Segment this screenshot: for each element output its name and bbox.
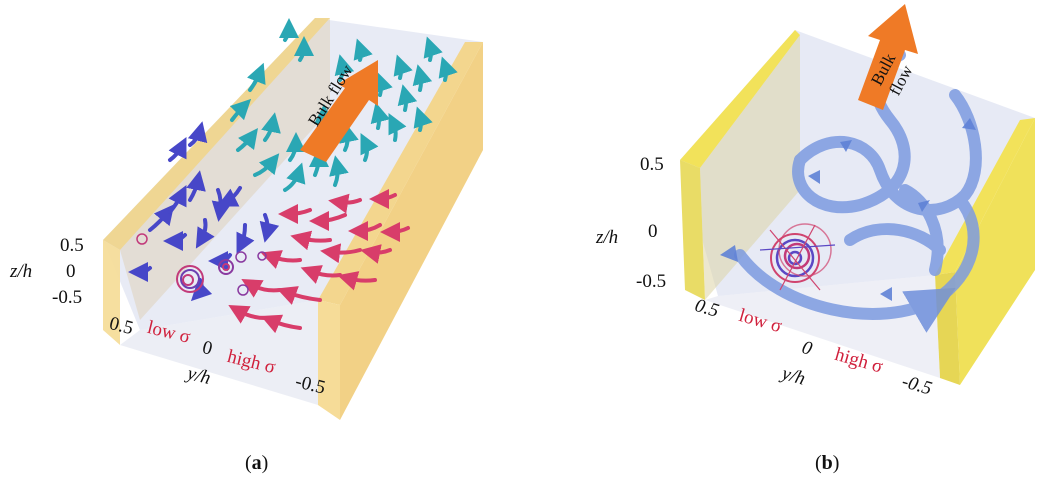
panel-a-bulk-flow-arrow	[300, 60, 378, 162]
panel-a-z-tick-mid: 0	[66, 261, 76, 282]
panel-b-z-tick-bottom: -0.5	[636, 271, 667, 292]
panel-b-z-axis-label: z/h	[596, 227, 619, 248]
panel-b-vortex	[759, 223, 836, 291]
panel-b-streamline-arrowheads	[720, 118, 976, 301]
panel-a-blue-arrows	[128, 121, 280, 302]
panel-a-y-axis-label: y/h	[185, 363, 213, 390]
panel-b-z-tick-top: 0.5	[640, 154, 664, 175]
panel-a-y-tick-left: 0.5	[107, 313, 136, 340]
panel-a-pink-arrows	[228, 188, 410, 334]
panel-a-z-tick-bottom: -0.5	[52, 287, 83, 308]
panel-b-caption: (b)	[815, 452, 840, 474]
panel-a-z-tick-top: 0.5	[60, 235, 84, 256]
panel-a-vortices	[136, 233, 267, 296]
panel-b-z-tick-mid: 0	[648, 221, 658, 242]
panel-b-channel	[680, 30, 1035, 385]
panel-a-z-axis-label: z/h	[10, 261, 33, 282]
panel-b-bulk-flow-arrow	[858, 4, 918, 110]
panel-a-caption: (a)	[245, 452, 269, 474]
